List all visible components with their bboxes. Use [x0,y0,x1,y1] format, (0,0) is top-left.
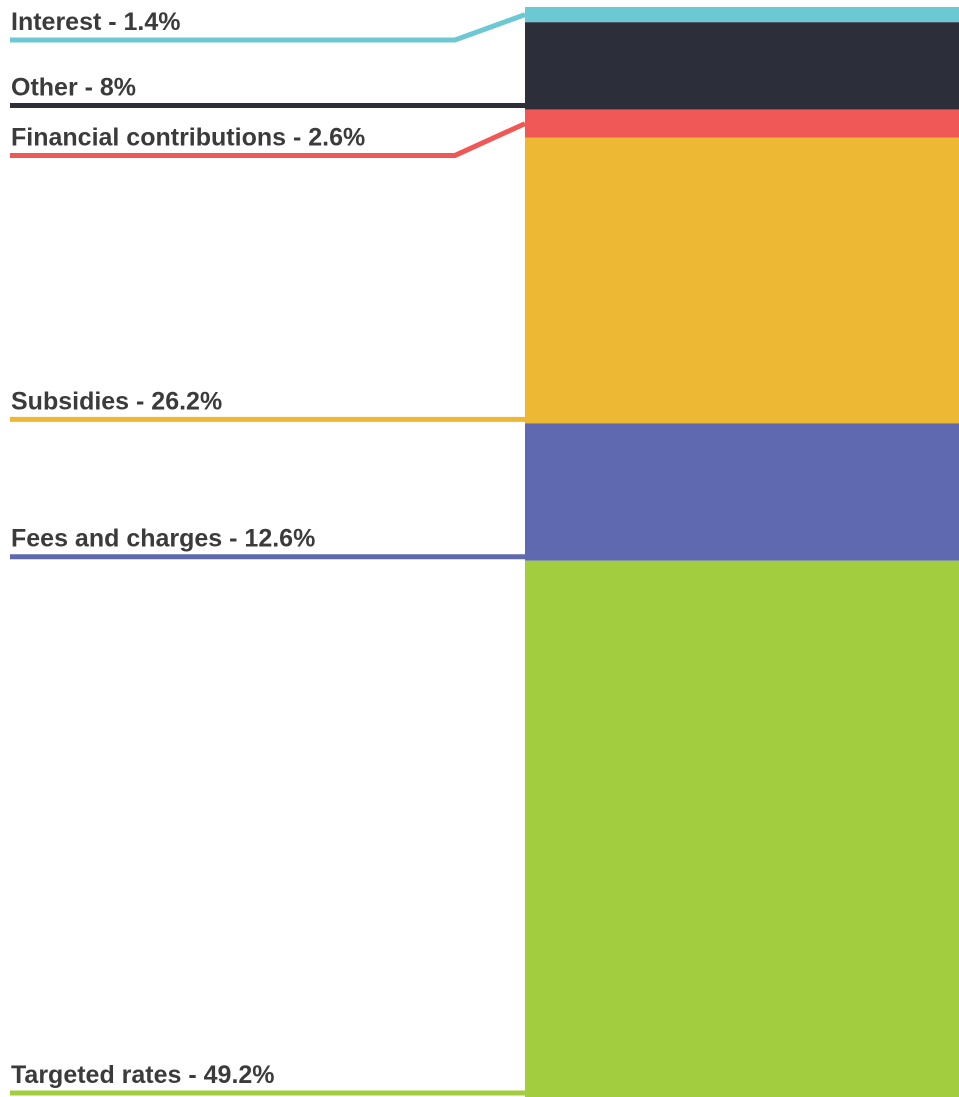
segment-label: Interest - 1.4% [11,8,181,36]
segment-label: Fees and charges - 12.6% [11,525,315,553]
bar-segment [525,109,959,138]
bar-segment [525,7,959,23]
segment-label: Subsidies - 26.2% [11,387,222,415]
bar-segment [525,22,959,110]
leader-line [10,12,526,43]
bar-segment [525,137,959,424]
segment-label: Financial contributions - 2.6% [11,123,365,151]
segment-label: Other - 8% [11,73,136,101]
leader-line [10,121,527,158]
bar-segment [525,560,959,1097]
bar-segment [525,423,959,561]
segment-label: Targeted rates - 49.2% [11,1061,275,1089]
